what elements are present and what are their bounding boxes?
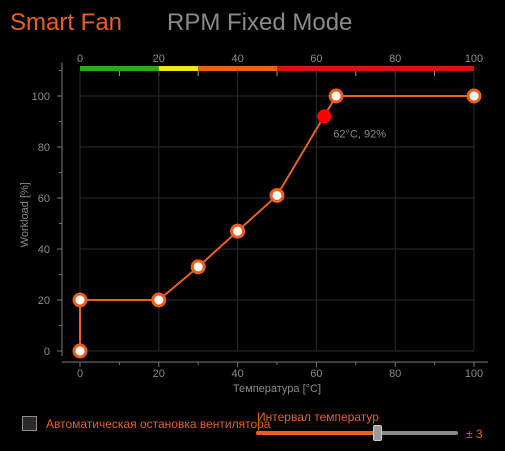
auto-stop-label[interactable]: Автоматическая остановка вентилятора — [46, 417, 271, 431]
fan-curve-points — [72, 88, 482, 359]
mode-tabs: Smart Fan RPM Fixed Mode — [0, 0, 505, 48]
temperature-interval-value: ± 3 — [466, 427, 483, 441]
fan-curve-line — [79, 95, 474, 351]
scale-band — [158, 66, 199, 71]
fan-curve-series — [79, 95, 474, 351]
current-point-label: 62°C, 92% — [333, 128, 386, 140]
fan-curve-point — [72, 343, 88, 359]
fan-curve-point — [190, 259, 206, 275]
scale-tick-label: 40 — [231, 53, 243, 65]
scale-band — [277, 66, 474, 71]
chart-grid — [79, 70, 475, 352]
current-operating-point: 62°C, 92% — [317, 109, 386, 140]
fan-curve-point — [269, 187, 285, 203]
temperature-scale: 0 20 40 60 80 100 — [77, 53, 483, 76]
scale-tick-label: 60 — [310, 53, 322, 65]
fan-curve-point — [466, 88, 482, 104]
fan-curve-point — [72, 292, 88, 308]
scale-band — [198, 66, 277, 71]
x-tick-label: 100 — [465, 368, 483, 380]
tab-rpm-fixed-mode[interactable]: RPM Fixed Mode — [167, 9, 353, 36]
scale-tick-label: 0 — [77, 53, 83, 65]
temperature-interval-label: Интервал температур — [257, 410, 379, 424]
y-tick-label: 60 — [38, 193, 50, 205]
x-tick-label: 20 — [153, 368, 165, 380]
scale-tick-label: 20 — [153, 53, 165, 65]
fan-curve-point — [328, 88, 344, 104]
tab-smart-fan[interactable]: Smart Fan — [10, 9, 123, 36]
temperature-interval-slider[interactable] — [256, 424, 458, 442]
current-point-marker — [317, 109, 332, 124]
x-tick-label: 40 — [231, 368, 243, 380]
slider-thumb[interactable] — [373, 425, 383, 441]
y-tick-label: 0 — [44, 346, 50, 358]
scale-band — [80, 66, 159, 71]
auto-stop-row: Автоматическая остановка вентилятора — [22, 415, 270, 435]
y-tick-label: 80 — [38, 142, 50, 154]
scale-tick-label: 100 — [465, 53, 483, 65]
x-tick-label: 80 — [389, 368, 401, 380]
fan-curve-chart: 0 20 40 60 80 100 0 20 40 60 80 100 0 20 40 60 80 100 Те… — [19, 53, 488, 395]
y-axis-label: Workload [%] — [19, 182, 31, 247]
auto-stop-checkbox[interactable] — [22, 416, 37, 431]
slider-fill — [256, 431, 378, 435]
x-tick-label: 60 — [310, 368, 322, 380]
y-tick-label: 20 — [38, 295, 50, 307]
x-tick-label: 0 — [77, 368, 83, 380]
y-tick-label: 40 — [38, 244, 50, 256]
x-axis-label: Температура [°C] — [233, 383, 321, 395]
chart-axes: 0 20 40 60 80 100 0 20 40 60 80 100 — [32, 62, 488, 380]
fan-curve-point — [230, 223, 246, 239]
y-tick-label: 100 — [32, 91, 50, 103]
scale-tick-label: 80 — [389, 53, 401, 65]
fan-curve-point — [151, 292, 167, 308]
